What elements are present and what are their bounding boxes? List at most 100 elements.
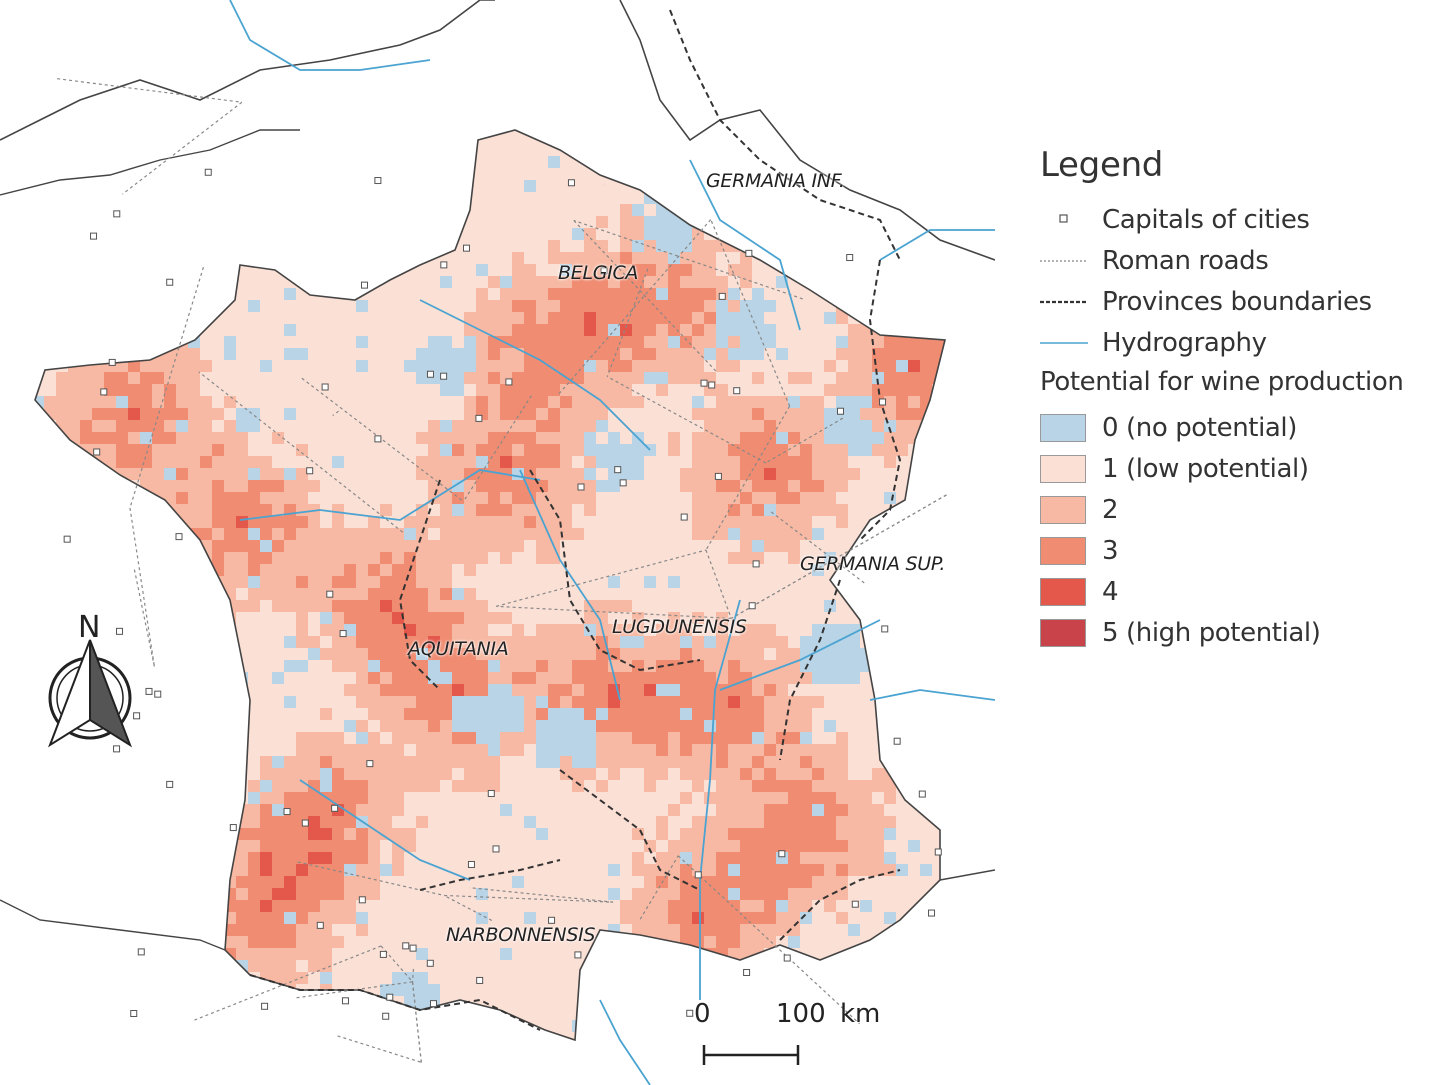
swatch-1 (1040, 454, 1086, 483)
city-capital-marker (301, 819, 309, 827)
city-capital-marker (619, 479, 627, 487)
road-line-icon (1040, 247, 1088, 275)
map-view[interactable]: GERMANIA INF. BELGICA GERMANIA SUP. LUGD… (0, 0, 995, 1085)
city-capital-marker (686, 1009, 694, 1017)
legend-class-label-2: 2 (1102, 494, 1119, 525)
legend-class-label-1: 1 (low potential) (1102, 453, 1309, 484)
city-capital-marker (90, 232, 98, 240)
city-capital-marker (778, 850, 786, 858)
compass-icon (48, 639, 132, 748)
north-label: N (78, 610, 101, 645)
scale-line (702, 1045, 800, 1065)
capital-square-icon (1040, 206, 1088, 234)
city-capital-marker (358, 896, 366, 904)
legend-title: Legend (1040, 145, 1164, 185)
city-capital-marker (409, 944, 417, 952)
city-capital-marker (137, 948, 145, 956)
legend-class-3: 3 (1040, 530, 1420, 571)
city-capital-marker (733, 387, 741, 395)
legend-label-boundaries: Provinces boundaries (1102, 286, 1372, 317)
city-capital-marker (745, 249, 753, 257)
city-capital-marker (113, 745, 121, 753)
legend-class-4: 4 (1040, 571, 1420, 612)
city-capital-marker (714, 472, 722, 480)
region-lugdunensis: LUGDUNENSIS (612, 616, 747, 638)
city-capital-marker (881, 625, 889, 633)
legend-class-2: 2 (1040, 489, 1420, 530)
region-aquitania: AQUITANIA (408, 638, 509, 660)
city-capital-marker (175, 533, 183, 541)
legend-item-boundaries: Provinces boundaries (1040, 281, 1420, 322)
city-capital-marker (487, 789, 495, 797)
city-capital-marker (429, 1000, 437, 1008)
legend-item-capitals: Capitals of cities (1040, 199, 1420, 240)
city-capital-marker (476, 976, 484, 984)
city-capital-marker (600, 267, 608, 275)
city-capital-marker (108, 358, 116, 366)
swatch-0 (1040, 413, 1086, 442)
legend-item-roads: Roman roads (1040, 240, 1420, 281)
city-capital-marker (893, 737, 901, 745)
region-belgica: BELGICA (558, 262, 639, 284)
city-capital-marker (166, 780, 174, 788)
city-capital-marker (426, 370, 434, 378)
region-germania-sup: GERMANIA SUP. (800, 553, 946, 575)
city-capital-marker (63, 535, 71, 543)
north-arrow: N (40, 610, 150, 760)
legend-class-label-5: 5 (high potential) (1102, 617, 1321, 648)
swatch-3 (1040, 536, 1086, 565)
city-capital-marker (166, 278, 174, 286)
city-capital-marker (700, 379, 708, 387)
city-capital-marker (846, 254, 854, 262)
swatch-2 (1040, 495, 1086, 524)
city-capital-marker (133, 712, 141, 720)
scale-bar: 0 100 km (690, 995, 890, 1075)
city-capital-marker (694, 871, 702, 879)
legend-class-1: 1 (low potential) (1040, 448, 1420, 489)
legend-label-roads: Roman roads (1102, 245, 1269, 276)
city-capitals (63, 168, 942, 1020)
city-capital-marker (680, 513, 688, 521)
city-capital-marker (341, 997, 349, 1005)
city-capital-marker (708, 381, 716, 389)
scale-unit: km (840, 999, 881, 1029)
city-capital-marker (204, 168, 212, 176)
city-capital-marker (316, 921, 324, 929)
city-capital-marker (934, 848, 942, 856)
swatch-4 (1040, 577, 1086, 606)
legend-class-label-3: 3 (1102, 535, 1119, 566)
city-capital-marker (836, 407, 844, 415)
city-capital-marker (154, 690, 162, 698)
city-capital-marker (440, 261, 448, 269)
city-capital-marker (366, 760, 374, 768)
city-capital-marker (718, 292, 726, 300)
legend-class-0: 0 (no potential) (1040, 407, 1420, 448)
legend-item-hydrography: Hydrography (1040, 322, 1420, 363)
legend-class-label-0: 0 (no potential) (1102, 412, 1297, 443)
city-capital-marker (145, 687, 153, 695)
city-capital-marker (475, 414, 483, 422)
city-capital-marker (783, 954, 791, 962)
city-capital-marker (261, 1002, 269, 1010)
coastline (0, 0, 995, 951)
region-narbonnensis: NARBONNENSIS (446, 924, 596, 946)
city-capital-marker (505, 378, 513, 386)
city-capital-marker (283, 808, 291, 816)
legend-class-label-4: 4 (1102, 576, 1119, 607)
city-capital-marker (100, 388, 108, 396)
hydrography (229, 0, 995, 1085)
city-capital-marker (851, 900, 859, 908)
city-capital-marker (113, 210, 121, 218)
city-capital-marker (467, 860, 475, 868)
legend-class-5: 5 (high potential) (1040, 612, 1420, 653)
swatch-5 (1040, 618, 1086, 647)
region-germania-inf: GERMANIA INF. (706, 170, 845, 192)
river-line-icon (1040, 329, 1088, 357)
city-capital-marker (440, 372, 448, 380)
city-capital-marker (326, 590, 334, 598)
city-capital-marker (374, 177, 382, 185)
city-capital-marker (306, 467, 314, 475)
city-capital-marker (492, 845, 500, 853)
city-capital-marker (577, 483, 585, 491)
legend-potential-title: Potential for wine production (1040, 367, 1404, 397)
